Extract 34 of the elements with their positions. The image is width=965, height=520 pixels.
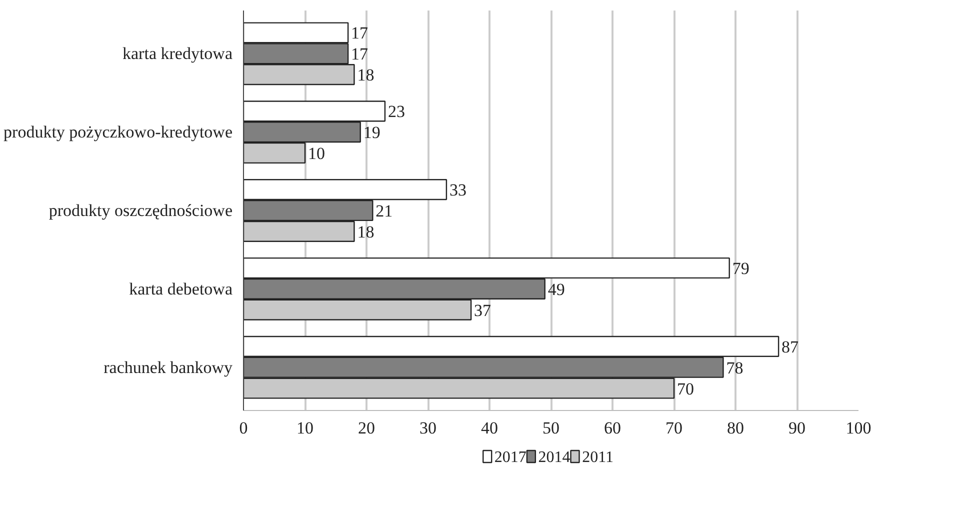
x-tick-label: 90 xyxy=(788,418,806,438)
x-tick-label: 50 xyxy=(542,418,560,438)
data-label: 21 xyxy=(376,202,393,220)
x-tick-label: 0 xyxy=(239,418,248,438)
data-label: 37 xyxy=(474,300,492,320)
data-label: 19 xyxy=(363,123,380,142)
data-label: 33 xyxy=(449,180,466,200)
data-label: 78 xyxy=(726,358,744,378)
x-tick-label: 40 xyxy=(481,418,498,438)
x-tick-label: 80 xyxy=(727,418,744,438)
data-label: 17 xyxy=(351,44,369,64)
x-tick-label: 20 xyxy=(358,418,375,438)
legend-label: 2014 xyxy=(538,449,570,466)
x-tick-label: 60 xyxy=(604,418,621,438)
y-tick-label: karta debetowa xyxy=(129,279,233,298)
data-label: 49 xyxy=(548,280,565,299)
x-tick-label: 70 xyxy=(666,418,682,438)
y-tick-label: karta kredytowa xyxy=(122,44,233,64)
data-label: 18 xyxy=(357,66,374,85)
data-label: 23 xyxy=(388,102,405,122)
legend-label: 2017 xyxy=(494,449,526,466)
data-label: 87 xyxy=(782,337,800,356)
y-tick-label: produkty oszczędnościowe xyxy=(48,201,232,220)
data-label: 17 xyxy=(351,24,369,43)
x-tick-label: 10 xyxy=(296,418,314,438)
data-label: 70 xyxy=(677,379,694,398)
data-label: 18 xyxy=(357,222,374,242)
x-tick-label: 30 xyxy=(420,418,436,438)
data-label: 79 xyxy=(732,259,750,278)
y-tick-label: rachunek bankowy xyxy=(104,358,233,377)
x-tick-label: 100 xyxy=(846,418,872,438)
y-tick-label: produkty pożyczkowo-kredytowe xyxy=(4,122,233,142)
data-label: 10 xyxy=(308,144,325,163)
legend-label: 2011 xyxy=(582,449,614,466)
